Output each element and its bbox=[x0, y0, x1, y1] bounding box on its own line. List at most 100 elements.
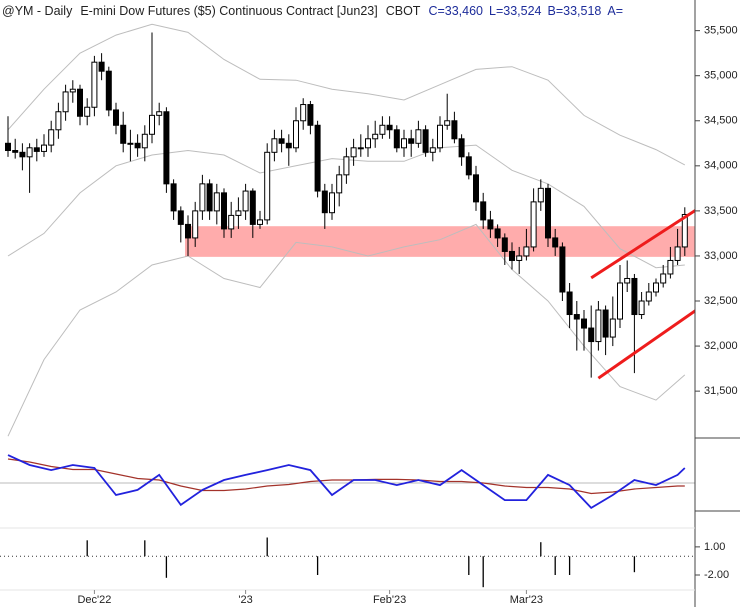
candle-body bbox=[19, 151, 26, 158]
x-tick-label: Dec'22 bbox=[77, 594, 111, 606]
candle-body bbox=[249, 190, 256, 225]
candle-body bbox=[372, 133, 379, 140]
candle-body bbox=[12, 150, 19, 153]
candle-body bbox=[235, 210, 242, 216]
candle-body bbox=[77, 88, 83, 117]
candle-body bbox=[185, 223, 191, 239]
candle-body bbox=[141, 133, 148, 149]
y-tick-label: 32,500 bbox=[704, 295, 738, 307]
candle-body bbox=[487, 219, 494, 230]
candle-body bbox=[631, 277, 638, 316]
y-tick-label: -2.00 bbox=[704, 569, 729, 581]
band-middle bbox=[7, 144, 685, 269]
candle-body bbox=[206, 183, 213, 212]
candle-body bbox=[357, 147, 364, 150]
candle-body bbox=[62, 91, 69, 113]
candle-body bbox=[588, 327, 595, 343]
candle-body bbox=[401, 138, 407, 149]
candle-body bbox=[681, 213, 688, 248]
candle-body bbox=[170, 183, 177, 212]
candle-body bbox=[163, 111, 170, 185]
candle-body bbox=[5, 142, 11, 152]
candle-body bbox=[278, 138, 285, 144]
x-tick-label: Mar'23 bbox=[510, 594, 543, 606]
candle-body bbox=[537, 187, 544, 203]
candle-body bbox=[199, 183, 206, 212]
candle-body bbox=[55, 111, 62, 131]
candle-body bbox=[156, 111, 163, 116]
header: @YM - Daily E-mini Dow Futures ($5) Conti… bbox=[2, 4, 623, 18]
candle-body bbox=[221, 192, 227, 230]
candle-body bbox=[314, 124, 321, 192]
y-tick-label: 32,000 bbox=[704, 340, 738, 352]
candle-body bbox=[559, 246, 566, 293]
candle-body bbox=[458, 138, 465, 158]
candle-body bbox=[674, 246, 681, 261]
candle-body bbox=[329, 192, 335, 214]
candle-body bbox=[321, 190, 328, 214]
candle-body bbox=[501, 237, 508, 252]
candle-body bbox=[271, 138, 278, 153]
candle-body bbox=[624, 277, 631, 284]
candle-body bbox=[545, 187, 551, 239]
contract: E-mini Dow Futures ($5) Continuous Contr… bbox=[80, 4, 377, 18]
x-tick-label: '23 bbox=[238, 594, 252, 606]
candle-body bbox=[48, 129, 55, 146]
candle-body bbox=[581, 318, 587, 329]
candle-body bbox=[609, 318, 616, 338]
candle-body bbox=[386, 124, 393, 131]
plot-area bbox=[0, 23, 695, 588]
candle-body bbox=[84, 106, 91, 117]
trendline bbox=[590, 208, 695, 280]
candle-body bbox=[127, 142, 134, 145]
y-tick-label: 34,500 bbox=[704, 115, 738, 127]
close-value: C=33,460 bbox=[428, 4, 483, 18]
candle-body bbox=[566, 291, 573, 316]
candle-body bbox=[242, 190, 249, 212]
candle-body bbox=[552, 237, 559, 248]
candle-body bbox=[494, 228, 501, 239]
candle-body bbox=[285, 142, 292, 149]
candle-body bbox=[192, 210, 199, 239]
candle-body bbox=[602, 309, 609, 338]
candle-body bbox=[105, 70, 112, 111]
candle-body bbox=[530, 201, 537, 248]
candle-body bbox=[415, 129, 422, 144]
candle-body bbox=[667, 259, 674, 275]
candle-body bbox=[451, 120, 458, 140]
band-lower bbox=[7, 223, 686, 437]
candle-body bbox=[617, 282, 623, 320]
candle-body bbox=[257, 219, 263, 225]
candle-body bbox=[480, 201, 487, 221]
candle-body bbox=[595, 309, 602, 343]
exchange: CBOT bbox=[386, 4, 421, 18]
candle-body bbox=[422, 129, 429, 153]
candle-body bbox=[350, 147, 357, 158]
candle-body bbox=[379, 124, 386, 135]
y-tick-label: 31,500 bbox=[704, 385, 738, 397]
candle-body bbox=[660, 273, 667, 284]
candle-body bbox=[33, 147, 40, 152]
candle-body bbox=[573, 314, 580, 320]
candle-body bbox=[98, 61, 105, 72]
candle-body bbox=[149, 114, 155, 135]
candle-body bbox=[523, 246, 530, 257]
oscillator-line bbox=[7, 454, 686, 510]
candle-body bbox=[134, 142, 141, 149]
candle-body bbox=[429, 147, 436, 153]
candle-body bbox=[393, 129, 400, 149]
y-tick-label: 35,500 bbox=[704, 25, 738, 37]
candle-body bbox=[645, 291, 652, 302]
y-tick-label: 33,000 bbox=[704, 250, 738, 262]
candle-body bbox=[365, 138, 371, 149]
candle-body bbox=[307, 104, 314, 126]
candle-body bbox=[653, 282, 659, 293]
candle-body bbox=[516, 255, 523, 261]
candle-body bbox=[113, 109, 119, 126]
trendline bbox=[597, 309, 695, 380]
band-upper bbox=[7, 23, 686, 166]
candle-body bbox=[473, 174, 479, 203]
bid-value: B=33,518 bbox=[547, 4, 601, 18]
x-tick-label: Feb'23 bbox=[373, 594, 406, 606]
